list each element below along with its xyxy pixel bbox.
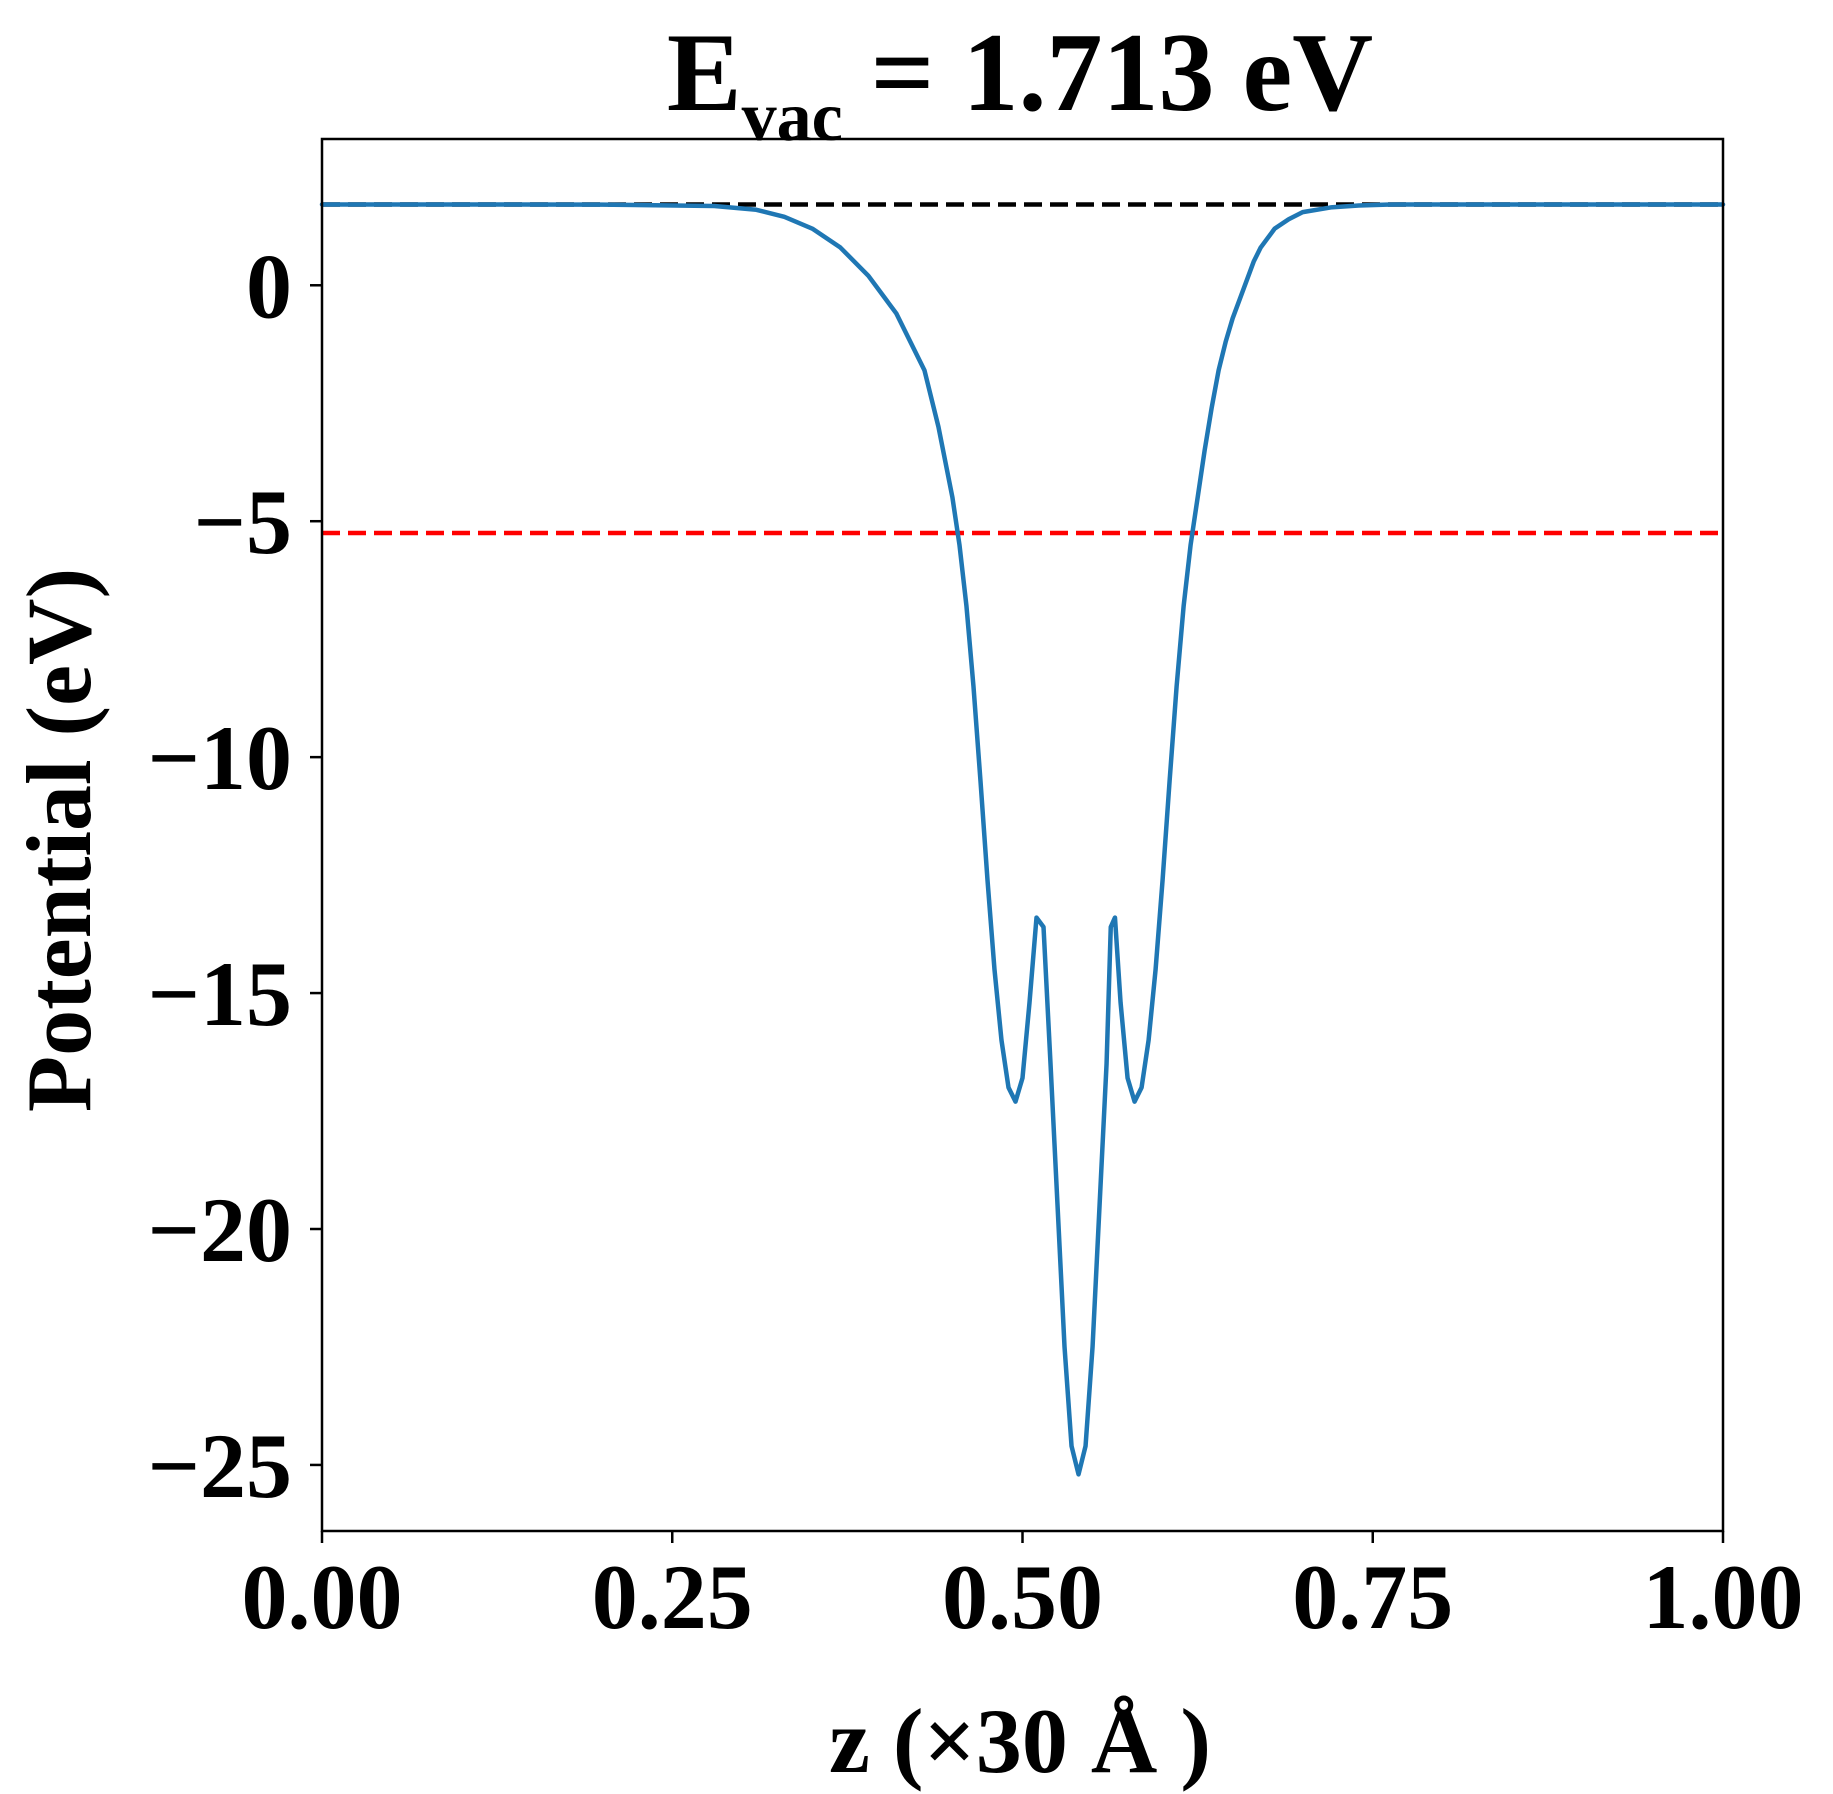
x-axis-label: z (×30 Å ) [829,1690,1211,1792]
chart-title-subscript: vac [742,79,843,156]
y-tick-label: −15 [148,943,292,1045]
chart-title-rest: = 1.713 eV [843,11,1373,135]
x-axis-ticks: 0.00 0.25 0.50 0.75 1.00 [242,1531,1804,1648]
y-tick-label: −25 [148,1415,292,1517]
x-tick-label: 1.00 [1643,1546,1804,1648]
series-line-0 [319,202,1726,1477]
y-tick-label: −10 [148,707,292,809]
chart-title-main: E [667,11,742,135]
chart-title: Evac = 1.713 eV [667,11,1373,156]
x-tick-label: 0.75 [1292,1546,1453,1648]
y-axis-ticks: 0 −5 −10 −15 −20 −25 [148,235,322,1517]
y-tick-label: 0 [246,235,292,337]
y-tick-label: −5 [194,471,292,573]
x-tick-label: 0.00 [242,1546,403,1648]
y-axis-label: Potential (eV) [8,568,110,1112]
y-tick-label: −20 [148,1179,292,1281]
x-tick-label: 0.50 [942,1546,1103,1648]
x-tick-label: 0.25 [592,1546,753,1648]
series-group [319,202,1726,1477]
